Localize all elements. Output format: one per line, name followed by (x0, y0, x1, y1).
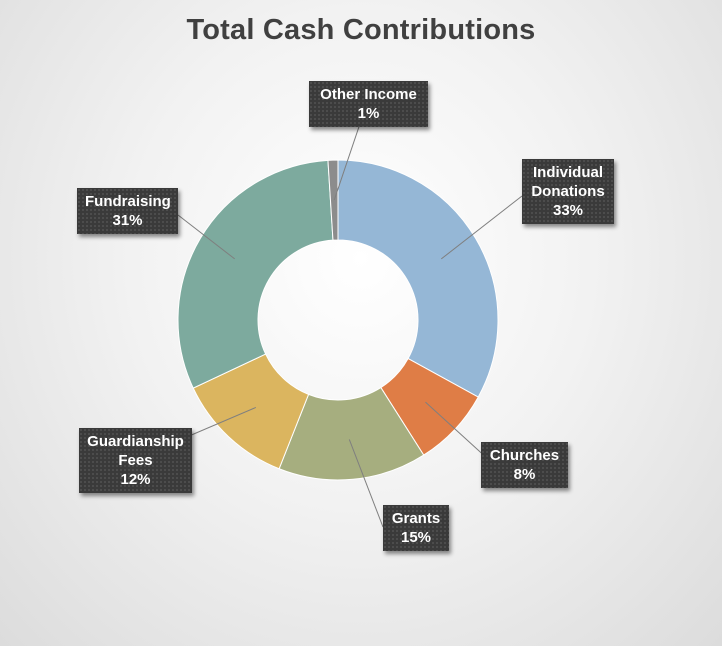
label-category: Guardianship Fees (87, 433, 184, 469)
data-label-guardianship-fees: Guardianship Fees 12% (79, 428, 192, 493)
data-label-individual-donations: Individual Donations 33% (522, 159, 614, 224)
label-value: 12% (120, 471, 151, 488)
label-category: Fundraising (85, 193, 171, 210)
leader-line-grants (348, 439, 384, 528)
data-label-other-income: Other Income 1% (309, 81, 428, 127)
donut-slice-fundraising (177, 159, 334, 389)
label-value: 33% (552, 202, 584, 219)
label-value: 15% (400, 529, 432, 546)
data-label-fundraising: Fundraising 31% (77, 188, 178, 234)
label-category: Other Income (320, 86, 417, 103)
data-label-churches: Churches 8% (481, 442, 568, 488)
leader-line-individual-donations (440, 195, 523, 260)
donut-slice-other-income (327, 159, 339, 241)
data-label-grants: Grants 15% (383, 505, 449, 551)
label-value: 8% (513, 466, 536, 483)
leader-line-fundraising (177, 214, 236, 260)
label-value: 1% (357, 105, 380, 122)
chart-title: Total Cash Contributions (186, 14, 536, 46)
label-category: Individual Donations (531, 164, 605, 200)
label-category: Churches (489, 447, 560, 464)
donut-slice-individual-donations (337, 159, 499, 398)
label-category: Grants (391, 510, 441, 527)
label-value: 31% (112, 212, 143, 229)
